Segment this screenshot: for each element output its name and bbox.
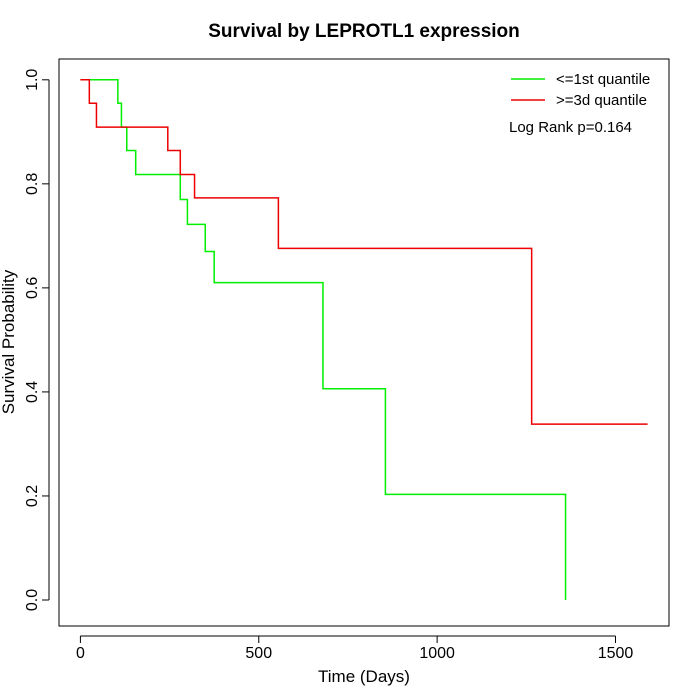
plot-area-border <box>58 58 670 627</box>
chart-title: Survival by LEPROTL1 expression <box>208 21 520 42</box>
legend-label: >=3d quantile <box>556 92 647 109</box>
x-tick-label: 500 <box>245 645 272 662</box>
x-tick-label: 1000 <box>419 645 455 662</box>
y-tick-label: 1.0 <box>24 69 41 91</box>
legend-label: <=1st quantile <box>556 71 650 88</box>
y-tick-label: 0.0 <box>24 589 41 611</box>
y-tick-label: 0.8 <box>24 173 41 195</box>
series-line <box>80 79 567 600</box>
series-line <box>80 79 648 425</box>
x-axis-label: Time (Days) <box>318 667 410 686</box>
y-axis-label: Survival Probability <box>0 269 18 414</box>
series-lines <box>80 79 648 600</box>
legend: <=1st quantile >=3d quantile <box>511 71 650 109</box>
x-tick-label: 1500 <box>598 645 634 662</box>
y-tick-label: 0.6 <box>24 277 41 299</box>
y-tick-label: 0.4 <box>24 381 41 403</box>
y-axis: 0.0 0.2 0.4 0.6 0.8 1.0 <box>24 69 50 611</box>
y-tick-label: 0.2 <box>24 485 41 507</box>
log-rank-annotation: Log Rank p=0.164 <box>509 119 632 136</box>
x-axis: 0 500 1000 1500 <box>76 635 634 662</box>
x-tick-label: 0 <box>76 645 85 662</box>
